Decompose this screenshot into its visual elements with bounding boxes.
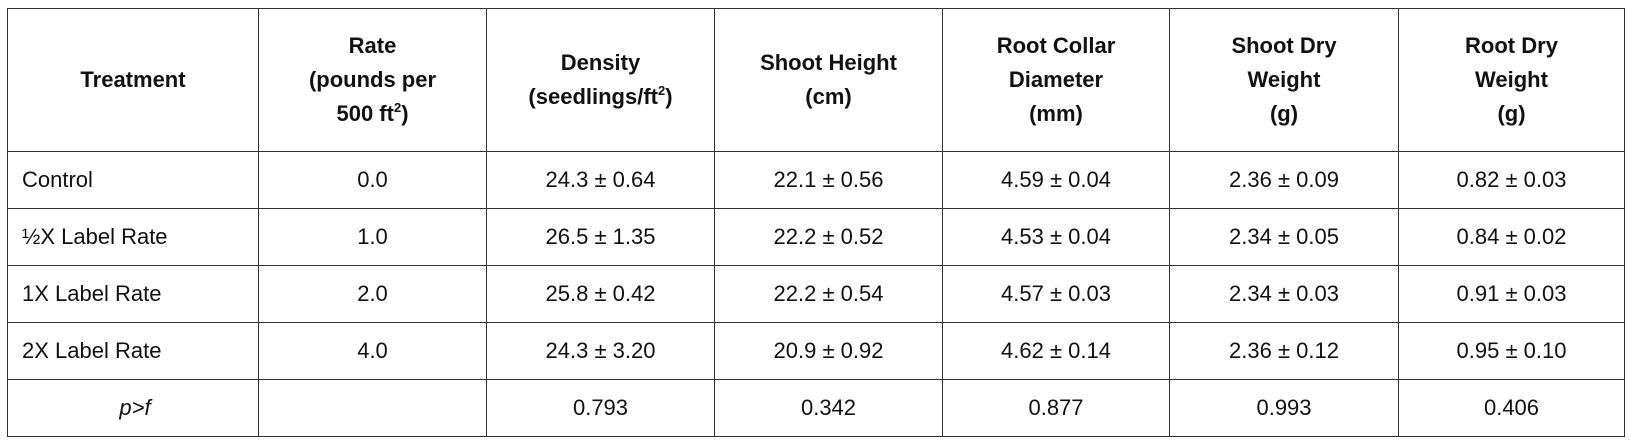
table-cell: 4.57 ± 0.03 xyxy=(942,265,1170,323)
table-cell: 0.793 xyxy=(486,379,715,437)
table-row: Control 0.0 24.3 ± 0.64 22.1 ± 0.56 4.59 ± 0… xyxy=(7,151,1625,209)
table-cell: 22.1 ± 0.56 xyxy=(714,151,943,209)
header-cell: Root Collar Diameter (mm) xyxy=(942,8,1170,152)
table-cell: 0.91 ± 0.03 xyxy=(1398,265,1625,323)
table-cell: 25.8 ± 0.42 xyxy=(486,265,715,323)
table-row: 1X Label Rate 2.0 25.8 ± 0.42 22.2 ± 0.54 4.… xyxy=(7,265,1625,323)
table-cell: 22.2 ± 0.52 xyxy=(714,208,943,266)
header-row: Treatment Rate (pounds per 500 ft2) Density(… xyxy=(7,8,1625,152)
table-cell: 2.34 ± 0.03 xyxy=(1169,265,1399,323)
table-cell: 2.36 ± 0.09 xyxy=(1169,151,1399,209)
header-cell: Shoot Height (cm) xyxy=(714,8,943,152)
header-text: Root Dry xyxy=(1465,33,1558,58)
header-text: ) xyxy=(401,101,409,126)
table-cell: Control xyxy=(7,151,259,209)
table-cell: 22.2 ± 0.54 xyxy=(714,265,943,323)
table-wrap: Treatment Rate (pounds per 500 ft2) Density(… xyxy=(7,8,1625,437)
table-cell: ½X Label Rate xyxy=(7,208,259,266)
header-text: Shoot Height xyxy=(760,50,897,75)
header-cell: Treatment xyxy=(7,8,259,152)
header-text: (seedlings/ft xyxy=(528,84,658,109)
table-cell: 4.0 xyxy=(258,322,487,380)
table-cell: 24.3 ± 0.64 xyxy=(486,151,715,209)
table-cell xyxy=(258,379,487,437)
header-text: Density xyxy=(560,50,641,75)
table-cell: p>f xyxy=(7,379,259,437)
table-cell: 0.0 xyxy=(258,151,487,209)
table-cell: 4.62 ± 0.14 xyxy=(942,322,1170,380)
table-cell: 0.84 ± 0.02 xyxy=(1398,208,1625,266)
header-text: Root Collar xyxy=(996,33,1116,58)
header-text: (mm) xyxy=(1029,101,1083,126)
table-cell: 26.5 ± 1.35 xyxy=(486,208,715,266)
table-cell: 0.95 ± 0.10 xyxy=(1398,322,1625,380)
table-cell: 4.53 ± 0.04 xyxy=(942,208,1170,266)
header-text: Treatment xyxy=(80,67,186,92)
table-cell: 2.36 ± 0.12 xyxy=(1169,322,1399,380)
header-cell: Density (seedlings/ft2) xyxy=(486,8,715,152)
header-cell: Rate (pounds per 500 ft2) xyxy=(258,8,487,152)
table-cell: 20.9 ± 0.92 xyxy=(714,322,943,380)
header-cell: Root Dry Weight (g) xyxy=(1398,8,1625,152)
header-text: 500 ft xyxy=(336,101,394,126)
header-text: Diameter xyxy=(1008,67,1104,92)
header-text: ) xyxy=(665,84,673,109)
header-text: (g) xyxy=(1269,101,1299,126)
superscript: 2 xyxy=(393,100,402,115)
table-cell: 2.34 ± 0.05 xyxy=(1169,208,1399,266)
header-cell: Shoot Dry Weight (g) xyxy=(1169,8,1399,152)
header-text: Shoot Dry xyxy=(1231,33,1337,58)
header-text: (g) xyxy=(1497,101,1526,126)
table-cell: 4.59 ± 0.04 xyxy=(942,151,1170,209)
header-text: (cm) xyxy=(805,84,852,109)
table-cell: 0.406 xyxy=(1398,379,1625,437)
data-table: Treatment Rate (pounds per 500 ft2) Density(… xyxy=(7,8,1625,437)
header-text: Rate xyxy=(348,33,397,58)
superscript: 2 xyxy=(658,83,666,98)
header-text: Weight xyxy=(1475,67,1548,92)
table-cell: 0.993 xyxy=(1169,379,1399,437)
table-cell: 24.3 ± 3.20 xyxy=(486,322,715,380)
table-row: p>f 0.793 0.342 0.877 0.993 0.406 xyxy=(7,379,1625,437)
table-cell: 2X Label Rate xyxy=(7,322,259,380)
table-cell: 0.82 ± 0.03 xyxy=(1398,151,1625,209)
table-cell: 0.877 xyxy=(942,379,1170,437)
header-text: (pounds per xyxy=(308,67,437,92)
header-text: Weight xyxy=(1247,67,1321,92)
table-cell: 1.0 xyxy=(258,208,487,266)
table-row: ½X Label Rate 1.0 26.5 ± 1.35 22.2 ± 0.52 4.… xyxy=(7,208,1625,266)
table-row: 2X Label Rate 4.0 24.3 ± 3.20 20.9 ± 0.92 4.… xyxy=(7,322,1625,380)
table-cell: 1X Label Rate xyxy=(7,265,259,323)
table-cell: 2.0 xyxy=(258,265,487,323)
table-cell: 0.342 xyxy=(714,379,943,437)
